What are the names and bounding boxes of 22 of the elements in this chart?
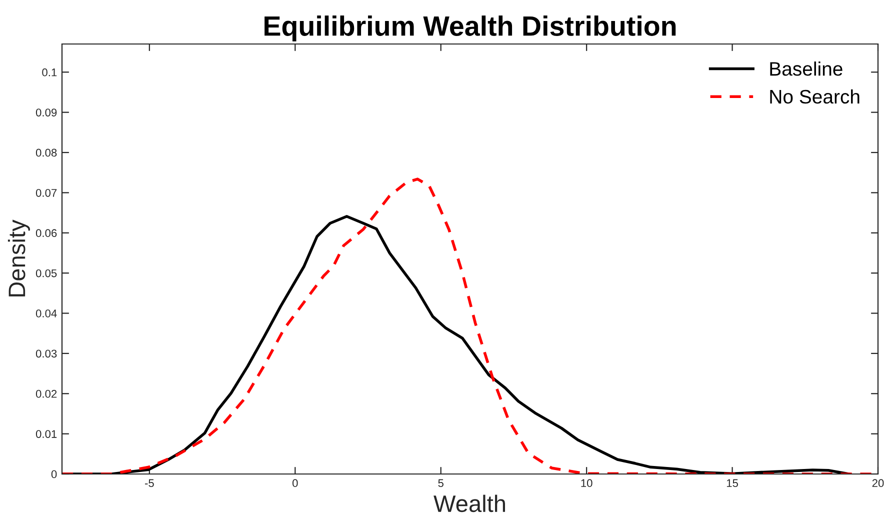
x-tick-label: 20 [872, 479, 884, 488]
chart-title: Equilibrium Wealth Distribution [264, 16, 676, 42]
y-axis-title: Density [8, 220, 30, 296]
y-tick-label: 0.05 [36, 269, 57, 278]
y-tick-label: 0.01 [36, 430, 57, 438]
y-tick-label: 0.04 [36, 310, 57, 318]
y-tick-label: 0.07 [36, 188, 57, 197]
y-tick-label: 0.03 [36, 350, 57, 358]
y-tick-label: 0.1 [42, 68, 57, 76]
y-tick-label: 0.09 [36, 108, 57, 116]
y-tick-label: 0 [51, 470, 57, 478]
x-tick-label: 5 [438, 479, 444, 488]
legend-label: No Search [770, 89, 860, 104]
y-tick-label: 0.02 [36, 390, 57, 398]
x-tick-label: -5 [144, 479, 154, 488]
y-tick-label: 0.08 [36, 148, 57, 157]
x-tick-label: 15 [726, 479, 738, 488]
legend-label: Baseline [770, 62, 842, 76]
y-tick-label: 0.06 [36, 229, 57, 238]
x-tick-label: 10 [581, 479, 592, 488]
x-axis-title: Wealth [434, 494, 506, 512]
x-tick-label: 0 [292, 479, 298, 488]
